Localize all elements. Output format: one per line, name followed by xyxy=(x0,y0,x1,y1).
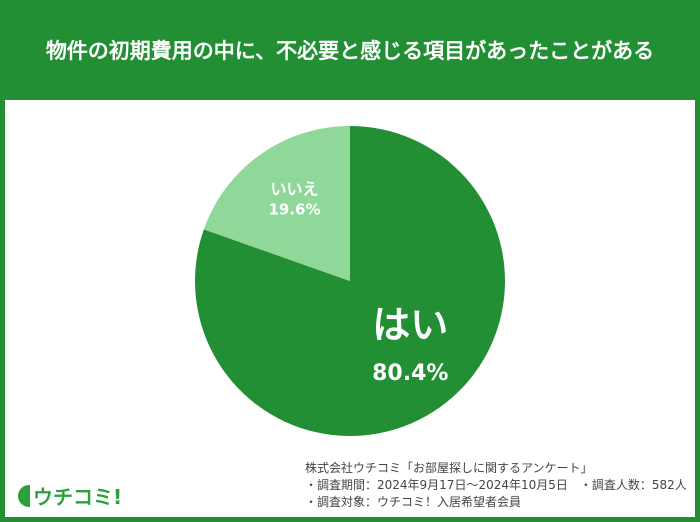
pie-slice-0 xyxy=(195,126,506,436)
logo-bubble-icon xyxy=(18,484,30,507)
survey-target: ・調査対象：ウチコミ！入居希望者会員 xyxy=(305,495,522,509)
slice-label-0: はい xyxy=(372,303,448,347)
survey-notes: 株式会社ウチコミ「お部屋探しに関するアンケート」 ・調査期間：2024年9月17… xyxy=(305,460,687,511)
slice-value-0: 80.4% xyxy=(372,361,448,386)
uchicomi-logo: ウチコミ! xyxy=(18,481,122,510)
pie-slice-1 xyxy=(203,126,350,281)
slice-label-1: いいえ xyxy=(270,180,318,199)
survey-source: 株式会社ウチコミ「お部屋探しに関するアンケート」 xyxy=(305,461,593,475)
slice-value-1: 19.6% xyxy=(268,201,320,219)
chart-title: 物件の初期費用の中に、不必要と感じる項目があったことがある xyxy=(45,39,655,63)
survey-period: ・調査期間：2024年9月17日〜2024年10月5日 ・調査人数：582人 xyxy=(305,478,687,492)
